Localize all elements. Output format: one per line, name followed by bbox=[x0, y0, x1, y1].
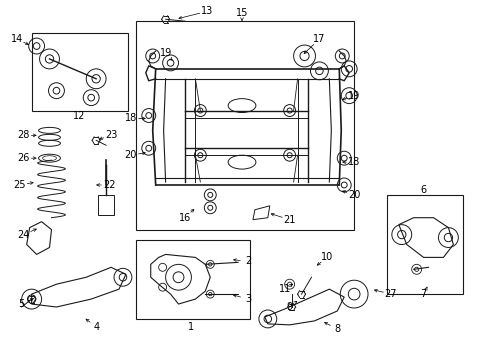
Text: 2: 2 bbox=[244, 256, 250, 266]
Text: 22: 22 bbox=[102, 180, 115, 190]
Bar bbox=[136, 239, 249, 319]
Text: 21: 21 bbox=[283, 215, 295, 225]
Text: 16: 16 bbox=[179, 213, 191, 223]
Text: 5: 5 bbox=[19, 299, 25, 309]
Bar bbox=[386, 195, 462, 294]
Text: 17: 17 bbox=[313, 34, 325, 44]
Text: 3: 3 bbox=[244, 294, 250, 304]
Text: 10: 10 bbox=[321, 252, 333, 262]
Text: 18: 18 bbox=[347, 157, 360, 167]
Text: 12: 12 bbox=[73, 112, 85, 121]
Text: 24: 24 bbox=[18, 230, 30, 239]
Text: 28: 28 bbox=[18, 130, 30, 140]
Text: 13: 13 bbox=[201, 6, 213, 16]
Text: 15: 15 bbox=[235, 8, 248, 18]
Text: 20: 20 bbox=[124, 150, 137, 160]
Bar bbox=[98, 195, 114, 215]
Text: 18: 18 bbox=[124, 113, 137, 123]
Text: 19: 19 bbox=[159, 48, 171, 58]
Text: 23: 23 bbox=[104, 130, 117, 140]
Text: 1: 1 bbox=[188, 322, 194, 332]
Text: 27: 27 bbox=[384, 289, 396, 299]
Text: 19: 19 bbox=[347, 91, 360, 101]
Bar bbox=[136, 21, 353, 230]
Text: 26: 26 bbox=[18, 153, 30, 163]
Text: 14: 14 bbox=[11, 34, 23, 44]
Text: 4: 4 bbox=[93, 322, 99, 332]
Text: 25: 25 bbox=[14, 180, 26, 190]
Bar bbox=[32, 33, 128, 111]
Text: 8: 8 bbox=[333, 324, 340, 334]
Text: 7: 7 bbox=[420, 289, 426, 299]
Text: 9: 9 bbox=[286, 302, 292, 312]
Text: 6: 6 bbox=[420, 185, 426, 195]
Text: 11: 11 bbox=[278, 284, 290, 294]
Text: 20: 20 bbox=[347, 190, 360, 200]
